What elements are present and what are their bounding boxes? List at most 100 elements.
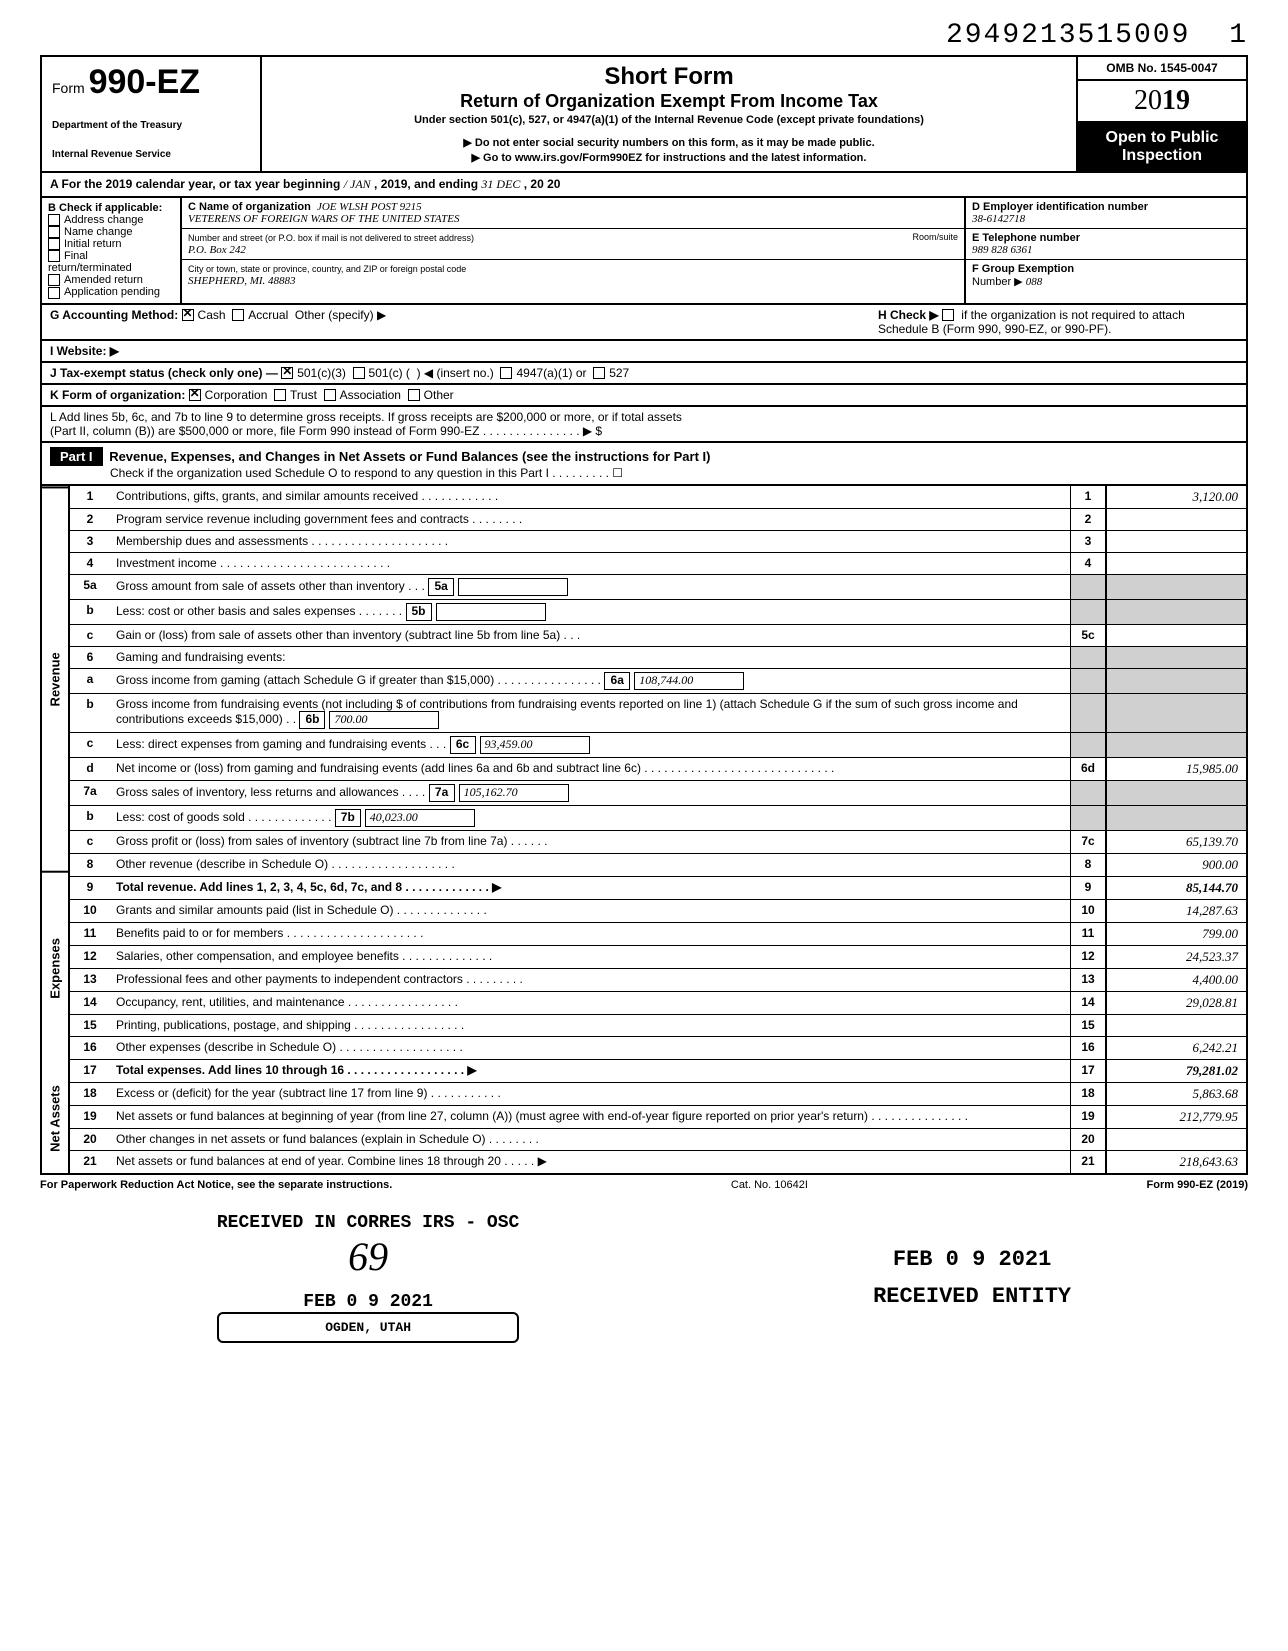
line-row: 3Membership dues and assessments . . . .…: [70, 531, 1246, 553]
group-exempt-hw: 088: [1026, 276, 1043, 288]
line-amount: 29,028.81: [1106, 992, 1246, 1014]
stamps-area: RECEIVED IN CORRES IRS - OSC 69 FEB 0 9 …: [40, 1201, 1248, 1343]
line-row: 5aGross amount from sale of assets other…: [70, 575, 1246, 600]
line-row: 17Total expenses. Add lines 10 through 1…: [70, 1060, 1246, 1083]
line-desc: Other revenue (describe in Schedule O) .…: [110, 854, 1070, 876]
b-checkbox[interactable]: [48, 287, 60, 299]
line-row: 11Benefits paid to or for members . . . …: [70, 923, 1246, 946]
line-number: 12: [70, 946, 110, 968]
line-amount: 218,643.63: [1106, 1151, 1246, 1173]
right-line-no: 17: [1070, 1060, 1106, 1082]
phone-hw: 989 828 6361: [972, 244, 1033, 256]
line-row: 12Salaries, other compensation, and empl…: [70, 946, 1246, 969]
line-desc: Grants and similar amounts paid (list in…: [110, 900, 1070, 922]
b-checkbox[interactable]: [48, 274, 60, 286]
right-line-no: 4: [1070, 553, 1106, 574]
dln: 2949213515009: [946, 20, 1190, 51]
part1-title: Revenue, Expenses, and Changes in Net As…: [109, 449, 710, 464]
line-row: 13Professional fees and other payments t…: [70, 969, 1246, 992]
right-line-no: [1070, 694, 1106, 732]
line-desc: Total expenses. Add lines 10 through 16 …: [110, 1060, 1070, 1082]
h-checkbox[interactable]: [942, 309, 954, 321]
line-amount: [1106, 575, 1246, 599]
line-number: 6: [70, 647, 110, 668]
line-number: 7a: [70, 781, 110, 805]
dln-row: 2949213515009 1: [40, 20, 1248, 51]
line-amount: 3,120.00: [1106, 486, 1246, 508]
addr-hw: P.O. Box 242: [188, 244, 246, 256]
line-amount: [1106, 553, 1246, 574]
line-number: c: [70, 831, 110, 853]
c-addr-label: Number and street (or P.O. box if mail i…: [188, 233, 474, 243]
line-desc: Less: cost or other basis and sales expe…: [110, 600, 1070, 624]
b-checkbox[interactable]: [48, 250, 60, 262]
line-number: 2: [70, 509, 110, 530]
mini-line-value: [458, 578, 568, 596]
line-desc: Total revenue. Add lines 1, 2, 3, 4, 5c,…: [110, 877, 1070, 899]
j-501c-checkbox[interactable]: [353, 367, 365, 379]
line-amount: 799.00: [1106, 923, 1246, 945]
cash-checkbox[interactable]: [182, 309, 194, 321]
mini-line-no: 7b: [335, 809, 361, 827]
right-line-no: 21: [1070, 1151, 1106, 1173]
right-line-no: [1070, 806, 1106, 830]
line-amount: 24,523.37: [1106, 946, 1246, 968]
received-entity-stamp: RECEIVED ENTITY: [873, 1284, 1071, 1309]
line-desc: Net income or (loss) from gaming and fun…: [110, 758, 1070, 780]
e-label: E Telephone number: [972, 232, 1080, 244]
line-desc: Less: direct expenses from gaming and fu…: [110, 733, 1070, 757]
right-line-no: 9: [1070, 877, 1106, 899]
line-number: 8: [70, 854, 110, 876]
netassets-label: Net Assets: [42, 1065, 68, 1173]
line-amount: 79,281.02: [1106, 1060, 1246, 1082]
k-assoc-checkbox[interactable]: [324, 389, 336, 401]
line-amount: 15,985.00: [1106, 758, 1246, 780]
line-row: 6Gaming and fundraising events:: [70, 647, 1246, 669]
begin-date-hw: / JAN: [344, 177, 371, 191]
k-trust-checkbox[interactable]: [274, 389, 286, 401]
k-other-checkbox[interactable]: [408, 389, 420, 401]
part1-header: Part I Revenue, Expenses, and Changes in…: [40, 443, 1248, 486]
line-row: bGross income from fundraising events (n…: [70, 694, 1246, 733]
line-row: 8Other revenue (describe in Schedule O) …: [70, 854, 1246, 877]
right-line-no: [1070, 669, 1106, 693]
b-checkbox[interactable]: [48, 238, 60, 250]
line-number: 13: [70, 969, 110, 991]
line-desc: Program service revenue including govern…: [110, 509, 1070, 530]
b-checkbox[interactable]: [48, 226, 60, 238]
d-label: D Employer identification number: [972, 201, 1148, 213]
under-section: Under section 501(c), 527, or 4947(a)(1)…: [272, 114, 1066, 126]
j-527-checkbox[interactable]: [593, 367, 605, 379]
omb-number: OMB No. 1545-0047: [1078, 57, 1246, 81]
row-gh: G Accounting Method: Cash Accrual Other …: [40, 305, 1248, 341]
line-row: 18Excess or (deficit) for the year (subt…: [70, 1083, 1246, 1106]
line-desc: Salaries, other compensation, and employ…: [110, 946, 1070, 968]
accrual-checkbox[interactable]: [232, 309, 244, 321]
j-4947-checkbox[interactable]: [500, 367, 512, 379]
right-line-no: 10: [1070, 900, 1106, 922]
b-checkbox[interactable]: [48, 214, 60, 226]
line-desc: Other changes in net assets or fund bala…: [110, 1129, 1070, 1150]
line-amount: 85,144.70: [1106, 877, 1246, 899]
stamp-right: FEB 0 9 2021 RECEIVED ENTITY: [873, 1235, 1071, 1309]
line-row: 1Contributions, gifts, grants, and simil…: [70, 486, 1246, 509]
line-row: cGross profit or (loss) from sales of in…: [70, 831, 1246, 854]
line-number: 19: [70, 1106, 110, 1128]
line-desc: Investment income . . . . . . . . . . . …: [110, 553, 1070, 574]
j-501c3-checkbox[interactable]: [281, 367, 293, 379]
right-line-no: 1: [1070, 486, 1106, 508]
k-corp-checkbox[interactable]: [189, 389, 201, 401]
ssn-warning: ▶ Do not enter social security numbers o…: [272, 136, 1066, 149]
right-line-no: [1070, 600, 1106, 624]
line-number: b: [70, 600, 110, 624]
line-desc: Professional fees and other payments to …: [110, 969, 1070, 991]
hw-69: 69: [217, 1233, 519, 1280]
b-check-item: Initial return: [48, 238, 174, 250]
line-row: cLess: direct expenses from gaming and f…: [70, 733, 1246, 758]
right-line-no: 16: [1070, 1037, 1106, 1059]
line-row: 16Other expenses (describe in Schedule O…: [70, 1037, 1246, 1060]
line-amount: [1106, 1015, 1246, 1036]
right-line-no: 8: [1070, 854, 1106, 876]
right-line-no: [1070, 781, 1106, 805]
b-check-item: Amended return: [48, 274, 174, 286]
